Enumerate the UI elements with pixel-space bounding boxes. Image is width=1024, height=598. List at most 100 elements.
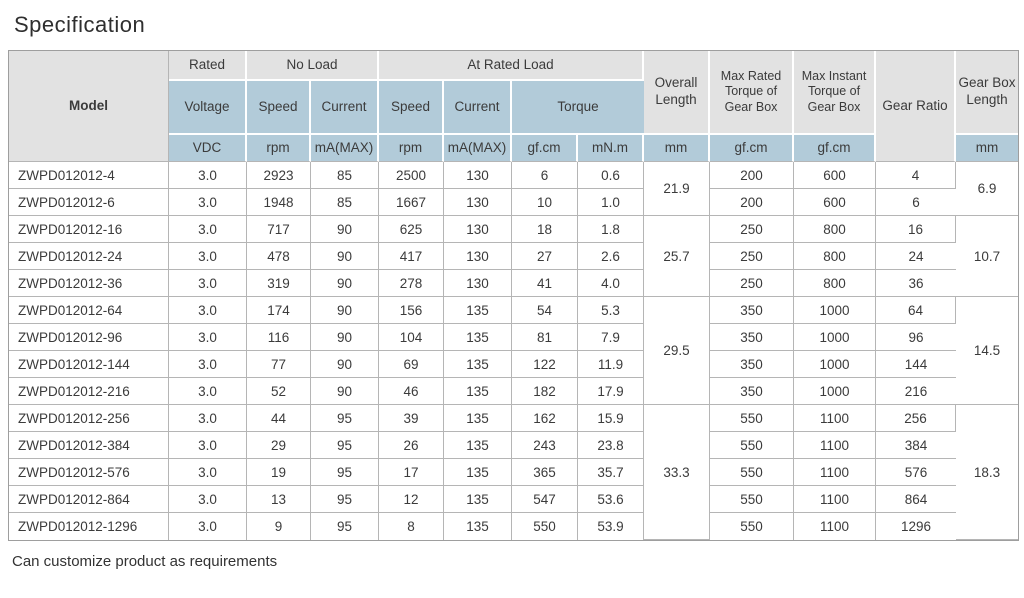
spec-row: ZWPD012012-144 3.0 77 90 69 135 122 11.9 350 1000… bbox=[9, 351, 1018, 378]
model-cell: ZWPD012012-864 bbox=[9, 486, 169, 513]
model-cell: ZWPD012012-6 bbox=[9, 189, 169, 216]
header-row-sub: Voltage Speed Current Speed Current Torq… bbox=[9, 81, 1018, 135]
spec-row: ZWPD012012-36 3.0 319 90 278 130 41 4.0 250 800 36 bbox=[9, 270, 1018, 297]
gear-ratio-cell: 96 bbox=[876, 324, 957, 351]
torque-gfcm-cell: 122 bbox=[512, 351, 579, 378]
max-rated-torque-cell: 350 bbox=[710, 351, 795, 378]
no-load-current-cell: 90 bbox=[311, 351, 380, 378]
no-load-speed-cell: 52 bbox=[247, 378, 311, 405]
voltage-header: Voltage bbox=[169, 81, 247, 135]
no-load-speed-cell: 9 bbox=[247, 513, 311, 540]
torque-mnm-cell: 15.9 bbox=[578, 405, 645, 432]
max-instant-torque-cell: 600 bbox=[794, 162, 877, 189]
gear-ratio-cell: 384 bbox=[876, 432, 957, 459]
spec-row: ZWPD012012-256 3.0 44 95 39 135 162 15.9 33.3 550… bbox=[9, 405, 1019, 540]
page: Specification Model Rated No Load At Rat… bbox=[0, 12, 1024, 570]
no-load-current-cell: 95 bbox=[311, 405, 380, 432]
no-load-speed-cell: 2923 bbox=[247, 162, 311, 189]
voltage-cell: 3.0 bbox=[169, 432, 247, 459]
gear-ratio-cell: 24 bbox=[876, 243, 957, 270]
header-row-groups: Model Rated No Load At Rated Load Overal… bbox=[9, 51, 1019, 162]
unit-overall-mm: mm bbox=[644, 135, 711, 162]
no-load-current-cell: 90 bbox=[311, 216, 380, 243]
torque-gfcm-cell: 550 bbox=[512, 513, 579, 540]
max-rated-torque-cell: 250 bbox=[710, 216, 795, 243]
no-load-speed-cell: 319 bbox=[247, 270, 311, 297]
torque-gfcm-cell: 41 bbox=[512, 270, 579, 297]
torque-mnm-cell: 35.7 bbox=[578, 459, 645, 486]
max-instant-torque-cell: 1100 bbox=[794, 459, 877, 486]
rated-speed-cell: 417 bbox=[379, 243, 445, 270]
no-load-current-cell: 90 bbox=[311, 378, 380, 405]
no-load-speed-cell: 478 bbox=[247, 243, 311, 270]
at-rated-load-header: At Rated Load bbox=[379, 51, 645, 81]
torque-mnm-cell: 1.8 bbox=[578, 216, 645, 243]
rated-current-cell: 130 bbox=[444, 216, 513, 243]
torque-gfcm-cell: 54 bbox=[512, 297, 579, 324]
max-instant-torque-cell: 1000 bbox=[794, 324, 877, 351]
rated-speed-cell: 17 bbox=[379, 459, 445, 486]
rated-current-header: Current bbox=[444, 81, 513, 135]
rated-speed-cell: 69 bbox=[379, 351, 445, 378]
max-instant-torque-cell: 800 bbox=[794, 216, 877, 243]
no-load-current-header: Current bbox=[311, 81, 380, 135]
spec-row: ZWPD012012-864 3.0 13 95 12 135 547 53.6 550 1100… bbox=[9, 486, 1018, 513]
header-row-units: VDC rpm mA(MAX) rpm mA(MAX) gf.cm mN.m m… bbox=[9, 135, 1019, 162]
torque-gfcm-cell: 27 bbox=[512, 243, 579, 270]
spec-row: ZWPD012012-1296 3.0 9 95 8 135 550 53.9 550 1100 1… bbox=[9, 513, 1018, 540]
spec-row: ZWPD012012-384 3.0 29 95 26 135 243 23.8 550 1100… bbox=[9, 432, 1018, 459]
max-instant-torque-cell: 600 bbox=[794, 189, 877, 216]
rated-speed-cell: 104 bbox=[379, 324, 445, 351]
voltage-cell: 3.0 bbox=[169, 459, 247, 486]
voltage-cell: 3.0 bbox=[169, 486, 247, 513]
torque-mnm-cell: 2.6 bbox=[578, 243, 645, 270]
rated-current-cell: 130 bbox=[444, 243, 513, 270]
max-instant-torque-cell: 1100 bbox=[794, 513, 877, 540]
gear-ratio-cell: 36 bbox=[876, 270, 957, 297]
torque-mnm-cell: 5.3 bbox=[578, 297, 645, 324]
no-load-speed-header: Speed bbox=[247, 81, 311, 135]
no-load-current-cell: 95 bbox=[311, 432, 380, 459]
max-rated-torque-cell: 550 bbox=[710, 405, 795, 432]
no-load-current-cell: 95 bbox=[311, 513, 380, 540]
model-cell: ZWPD012012-4 bbox=[9, 162, 169, 189]
overall-length-cell: 25.7 bbox=[644, 216, 711, 297]
torque-gfcm-cell: 81 bbox=[512, 324, 579, 351]
torque-gfcm-cell: 162 bbox=[512, 405, 579, 432]
unit-rpm-rated: rpm bbox=[379, 135, 445, 162]
no-load-speed-cell: 19 bbox=[247, 459, 311, 486]
torque-gfcm-cell: 365 bbox=[512, 459, 579, 486]
max-rated-torque-cell: 200 bbox=[710, 162, 795, 189]
spec-row: ZWPD012012-16 3.0 717 90 625 130 18 1.8 25.7 250 8… bbox=[9, 216, 1019, 297]
specification-table: Model Rated No Load At Rated Load Overal… bbox=[9, 51, 1019, 540]
torque-mnm-cell: 53.6 bbox=[578, 486, 645, 513]
max-instant-torque-cell: 1000 bbox=[794, 297, 877, 324]
spec-table-wrapper: Model Rated No Load At Rated Load Overal… bbox=[8, 50, 1019, 541]
no-load-current-cell: 85 bbox=[311, 189, 380, 216]
no-load-speed-cell: 13 bbox=[247, 486, 311, 513]
no-load-current-cell: 90 bbox=[311, 297, 380, 324]
model-cell: ZWPD012012-16 bbox=[9, 216, 169, 243]
max-instant-torque-cell: 1000 bbox=[794, 378, 877, 405]
rated-current-cell: 135 bbox=[444, 486, 513, 513]
torque-mnm-cell: 1.0 bbox=[578, 189, 645, 216]
rated-speed-cell: 156 bbox=[379, 297, 445, 324]
model-cell: ZWPD012012-576 bbox=[9, 459, 169, 486]
rated-header: Rated bbox=[169, 51, 247, 81]
gear-box-length-header: Gear Box Length bbox=[956, 51, 1019, 135]
unit-gearbox-mm: mm bbox=[956, 135, 1019, 162]
torque-gfcm-cell: 243 bbox=[512, 432, 579, 459]
max-rated-torque-cell: 250 bbox=[710, 270, 795, 297]
max-rated-torque-cell: 200 bbox=[710, 189, 795, 216]
voltage-cell: 3.0 bbox=[169, 405, 247, 432]
no-load-current-cell: 90 bbox=[311, 243, 380, 270]
torque-mnm-cell: 23.8 bbox=[578, 432, 645, 459]
voltage-cell: 3.0 bbox=[169, 378, 247, 405]
overall-length-cell: 29.5 bbox=[644, 297, 711, 405]
overall-length-cell: 33.3 bbox=[644, 405, 711, 540]
max-rated-torque-cell: 250 bbox=[710, 243, 795, 270]
torque-mnm-cell: 17.9 bbox=[578, 378, 645, 405]
voltage-cell: 3.0 bbox=[169, 189, 247, 216]
spec-row: ZWPD012012-96 3.0 116 90 104 135 81 7.9 350 1000 9… bbox=[9, 324, 1018, 351]
page-title: Specification bbox=[14, 12, 146, 37]
